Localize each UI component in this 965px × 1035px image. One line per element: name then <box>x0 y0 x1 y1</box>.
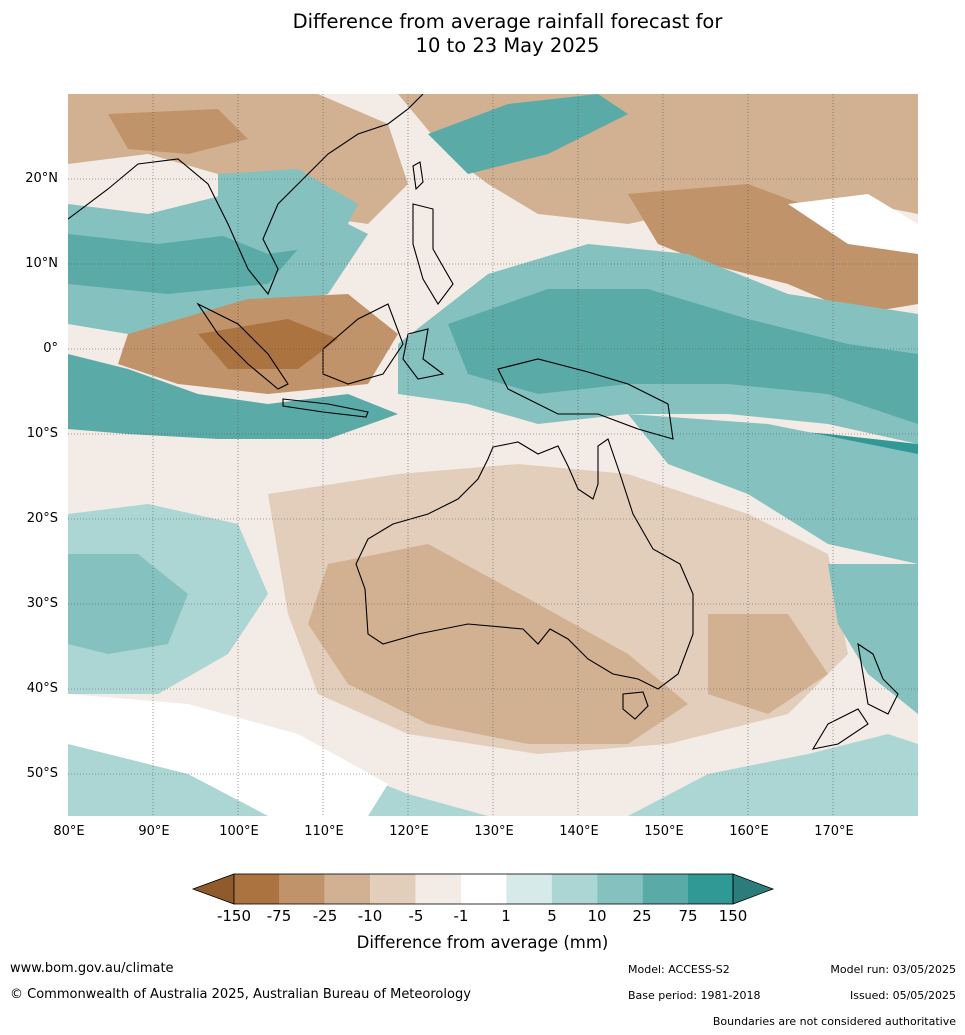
colorbar-tick-5: -5 <box>408 907 424 925</box>
colorbar-tick-4: -10 <box>357 907 383 925</box>
coastline-java <box>282 398 369 418</box>
colorbar-tick-1: -150 <box>216 907 252 925</box>
lon-label-120e: 120°E <box>389 824 429 839</box>
wet-region-east-china-sea <box>428 94 628 174</box>
lon-label-170e: 170°E <box>814 824 854 839</box>
colorbar-tick-2: -75 <box>266 907 292 925</box>
coastline-asia-mainland <box>68 94 424 296</box>
lon-label-150e: 150°E <box>644 824 684 839</box>
wet-region-south-pacific <box>628 414 918 564</box>
colorbar-segment-7 <box>506 874 552 904</box>
footer-base-period: Base period: 1981-2018 <box>628 989 761 1002</box>
colorbar-segment-3 <box>324 874 371 904</box>
colorbar-segment-5 <box>415 874 461 904</box>
title-line-1: Difference from average rainfall forecas… <box>292 10 723 33</box>
colorbar-segment-4 <box>370 874 416 904</box>
wet-region-east-tasman <box>828 564 918 714</box>
dry-region-north-pacific-core <box>628 184 918 314</box>
lon-label-160e: 160°E <box>729 824 769 839</box>
footer-model-run: Model run: 03/05/2025 <box>830 963 956 976</box>
colorbar-segment-9 <box>597 874 643 904</box>
footer-copyright: © Commonwealth of Australia 2025, Austra… <box>10 987 471 1002</box>
colorbar-tick-12: 150 <box>718 907 748 925</box>
footer-disclaimer: Boundaries are not considered authoritat… <box>712 1015 956 1028</box>
colorbar-segment-8 <box>551 874 598 904</box>
lat-label-10s: 10°S <box>26 426 58 441</box>
lon-label-130e: 130°E <box>474 824 514 839</box>
lat-label-40s: 40°S <box>26 681 58 696</box>
map-svg <box>68 94 918 816</box>
title-line-2: 10 to 23 May 2025 <box>415 34 600 57</box>
dry-region-tasman <box>708 614 828 714</box>
colorbar-outline <box>233 873 734 905</box>
colorbar-tick-6: -1 <box>453 907 469 925</box>
colorbar-tick-8: 5 <box>547 907 557 925</box>
coastlines <box>68 94 899 750</box>
wet-band-south-indian-ocean <box>68 354 398 439</box>
colorbar-segment-2 <box>279 874 325 904</box>
lat-label-30s: 30°S <box>26 596 58 611</box>
colorbar-segment-6 <box>461 874 507 904</box>
wet-region-warm-pool-core <box>448 289 918 424</box>
colorbar <box>191 873 775 905</box>
lat-label-10n: 10°N <box>25 256 58 271</box>
coastline-taiwan <box>412 161 424 191</box>
lat-label-0: 0° <box>43 341 58 356</box>
lon-label-100e: 100°E <box>219 824 259 839</box>
coastline-borneo <box>322 303 404 385</box>
colorbar-segment-10 <box>642 874 688 904</box>
footer-model: Model: ACCESS-S2 <box>628 963 730 976</box>
rainfall-anomaly-map <box>68 94 918 816</box>
coastline-new-zealand-south <box>811 708 869 750</box>
dry-region-great-australian-bight <box>308 544 688 744</box>
colorbar-tick-10: 25 <box>632 907 652 925</box>
footer-website: www.bom.gov.au/climate <box>10 961 174 976</box>
coastline-sumatra <box>196 302 289 390</box>
lon-label-80e: 80°E <box>53 824 85 839</box>
colorbar-segment-1 <box>234 874 280 904</box>
colorbar-tick-7: 1 <box>501 907 511 925</box>
coastline-tasmania <box>622 691 649 720</box>
colorbar-segment-11 <box>688 874 733 904</box>
colorbar-extend-low <box>191 873 235 905</box>
lat-label-20s: 20°S <box>26 511 58 526</box>
coastline-australia <box>355 438 694 690</box>
colorbar-extend-high <box>732 873 775 905</box>
map-title: Difference from average rainfall forecas… <box>0 10 965 58</box>
coastline-new-guinea <box>497 358 674 440</box>
wet-region-southern-ocean-east <box>628 734 918 816</box>
colorbar-tick-9: 10 <box>587 907 607 925</box>
coastline-sulawesi <box>402 328 445 380</box>
lat-label-50s: 50°S <box>26 766 58 781</box>
neutral-band-north <box>788 194 918 254</box>
footer-issued: Issued: 05/05/2025 <box>849 989 956 1002</box>
lon-label-110e: 110°E <box>304 824 344 839</box>
coastline-new-zealand-north <box>857 642 899 715</box>
lon-label-140e: 140°E <box>559 824 599 839</box>
colorbar-tick-11: 75 <box>678 907 698 925</box>
neutral-band-south <box>68 694 388 816</box>
colorbar-title: Difference from average (mm) <box>356 933 609 952</box>
graticule <box>68 94 918 816</box>
lon-label-90e: 90°E <box>138 824 170 839</box>
dry-region-sumatra-core <box>198 319 338 369</box>
lat-label-20n: 20°N <box>25 171 58 186</box>
dry-region-tibet <box>108 109 248 154</box>
coastline-philippines <box>412 203 454 305</box>
wet-band-west-core <box>68 234 298 294</box>
colorbar-tick-3: -25 <box>312 907 338 925</box>
